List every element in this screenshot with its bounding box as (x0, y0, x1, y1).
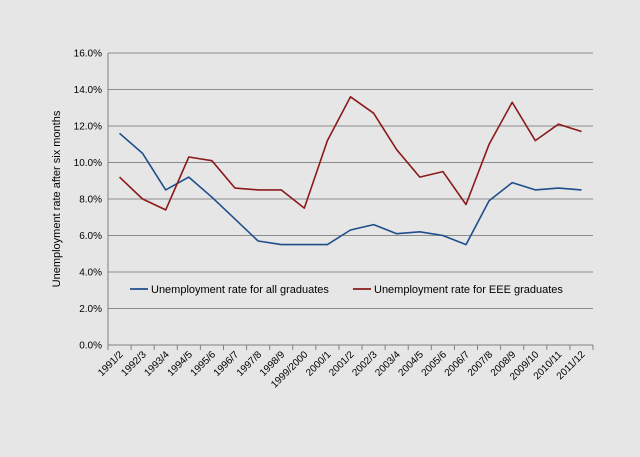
gridlines (108, 52, 593, 309)
series-lines (118, 96, 582, 246)
legend-label: Unemployment rate for all graduates (151, 284, 329, 296)
y-tick-label: 4.0% (79, 268, 102, 279)
y-tick-label: 6.0% (79, 231, 102, 242)
series-line-eee-graduates (118, 96, 582, 211)
y-tick-label: 2.0% (79, 304, 102, 315)
y-tick-label: 0.0% (79, 341, 102, 352)
y-axis-title: Unemployment rate after six months (51, 110, 63, 287)
y-tick-label: 12.0% (74, 122, 102, 133)
y-tick-label: 16.0% (74, 49, 102, 60)
y-tick-label: 10.0% (74, 158, 102, 169)
y-tick-label: 8.0% (79, 195, 102, 206)
y-tick-labels: 0.0% 2.0% 4.0% 6.0% 8.0% 10.0% 12.0% 14.0% 16.0% (74, 49, 102, 352)
x-tick-labels: 1991/21992/31993/41994/51995/61996/71997… (96, 349, 588, 391)
series-line-all-graduates (118, 132, 582, 246)
legend: Unemployment rate for all graduates Unemp… (130, 284, 563, 296)
y-tick-label: 14.0% (74, 85, 102, 96)
axes (107, 53, 594, 350)
legend-label: Unemployment rate for EEE graduates (374, 284, 563, 296)
